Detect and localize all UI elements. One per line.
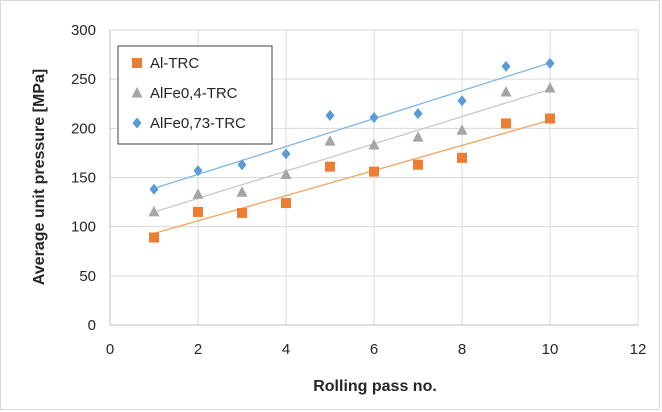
x-tick-label: 12 <box>630 341 647 358</box>
data-point <box>193 165 203 177</box>
y-tick-label: 300 <box>71 22 96 39</box>
data-point <box>325 161 335 172</box>
legend-label: Al-TRC <box>150 55 199 72</box>
data-point <box>237 207 247 218</box>
trend-lines <box>153 62 551 235</box>
data-point <box>368 139 380 150</box>
data-point <box>148 205 160 217</box>
y-axis-title: Average unit pressure [MPa] <box>31 69 48 285</box>
x-tick-label: 2 <box>194 341 202 358</box>
data-point <box>325 110 335 122</box>
data-point <box>413 108 423 120</box>
legend-marker <box>132 58 142 68</box>
data-point <box>501 118 511 129</box>
data-point <box>149 232 159 243</box>
trendline <box>153 62 551 189</box>
y-tick-label: 200 <box>71 120 96 137</box>
data-point <box>456 124 468 135</box>
y-tick-label: 100 <box>71 219 96 236</box>
x-axis-title: Rolling pass no. <box>313 378 437 395</box>
data-point <box>369 112 379 124</box>
data-point <box>324 135 336 146</box>
tick-labels: 0 2 4 6 8 10 12 0 50 100 150 200 250 300 <box>71 22 646 358</box>
y-tick-label: 250 <box>71 71 96 88</box>
legend: Al-TRC AlFe0,4-TRC AlFe0,73-TRC <box>117 45 273 145</box>
data-point <box>193 206 203 217</box>
data-point <box>412 131 424 142</box>
data-point <box>457 95 467 107</box>
y-tick-label: 0 <box>88 317 96 334</box>
x-tick-label: 10 <box>542 341 559 358</box>
data-points <box>148 57 556 243</box>
data-point <box>457 152 467 163</box>
x-tick-label: 4 <box>282 341 290 358</box>
data-point <box>501 60 511 72</box>
data-point <box>413 159 423 170</box>
data-point <box>192 188 204 199</box>
data-point <box>236 186 248 197</box>
data-point <box>237 159 247 171</box>
data-point <box>369 166 379 177</box>
axes <box>109 30 638 326</box>
data-point <box>500 85 512 97</box>
y-tick-label: 50 <box>79 268 96 285</box>
data-point <box>545 113 555 124</box>
legend-label: AlFe0,73-TRC <box>150 115 246 132</box>
x-tick-label: 0 <box>106 341 114 358</box>
legend-label: AlFe0,4-TRC <box>150 85 238 102</box>
data-point <box>149 183 159 195</box>
data-point <box>544 82 556 93</box>
y-tick-label: 150 <box>71 170 96 187</box>
x-tick-label: 6 <box>370 341 378 358</box>
trendline <box>153 88 551 213</box>
legend-box <box>117 45 273 145</box>
data-point <box>280 168 292 180</box>
x-tick-label: 8 <box>458 341 466 358</box>
legend-marker <box>132 117 142 129</box>
data-point <box>545 57 555 69</box>
trendline <box>153 119 551 235</box>
data-point <box>281 148 291 160</box>
legend-marker <box>131 87 143 98</box>
data-point <box>281 198 291 209</box>
